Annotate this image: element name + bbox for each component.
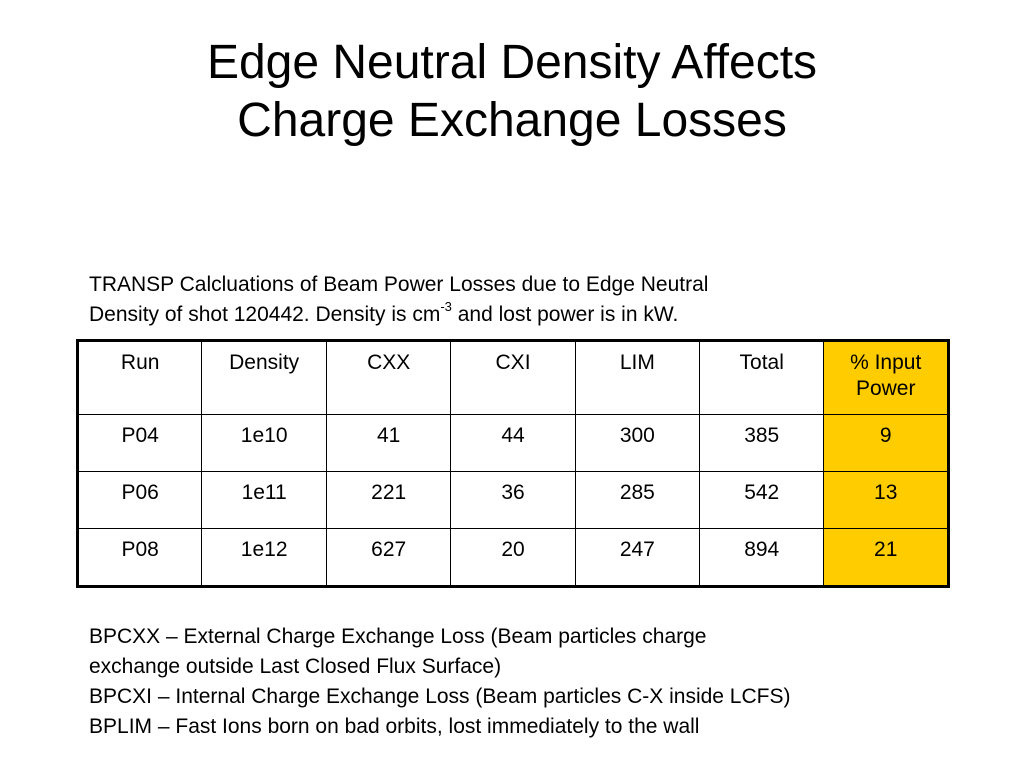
cell-cxi: 36 [450,471,576,529]
header-percent-input-line-1: % Input [850,351,922,374]
cell-cxx: 41 [325,414,452,472]
cell-total: 542 [699,471,825,529]
cell-run: P06 [76,471,203,529]
definition-bpcxx-line-1: BPCXX – External Charge Exchange Loss (B… [89,625,707,648]
table-row: P06 1e11 221 36 285 542 13 [76,471,949,529]
cell-density: 1e12 [201,528,327,587]
intro-line-2-suffix: and lost power is in kW. [451,303,679,326]
intro-line-2-text: Density of shot 120442. Density is cm [89,303,441,326]
header-density: Density [201,340,327,415]
cell-cxi: 20 [450,528,576,587]
density-exponent: -3 [440,299,452,314]
table-row: P04 1e10 41 44 300 385 9 [76,414,949,472]
header-percent-input-line-2: Power [855,377,916,400]
header-percent-input-power: % Input Power [823,340,949,415]
header-cxi: CXI [450,340,576,415]
definition-bpcxx-line-2: exchange outside Last Closed Flux Surfac… [89,655,502,678]
cell-lim: 285 [574,471,701,529]
cell-cxi: 44 [450,414,576,472]
definition-bpcxi: BPCXI – Internal Charge Exchange Loss (B… [89,685,791,708]
cell-density: 1e11 [201,471,327,529]
cell-cxx: 221 [325,471,452,529]
cell-lim: 247 [574,528,701,587]
intro-line-2: Density of shot 120442. Density is cm-3 … [89,300,949,330]
cell-percent-input-power: 9 [823,414,949,472]
header-cxx: CXX [325,340,452,415]
beam-loss-table: Run Density CXX CXI LIM Total % Input Pow… [76,339,950,588]
cell-total: 894 [699,528,825,587]
intro-line-1: TRANSP Calcluations of Beam Power Losses… [89,273,709,296]
table-header-row: Run Density CXX CXI LIM Total % Input Pow… [76,340,949,415]
slide-title-line-2: Charge Exchange Losses [237,94,787,147]
header-run: Run [76,340,203,415]
definition-bplim: BPLIM – Fast Ions born on bad orbits, lo… [89,715,700,738]
intro-text: TRANSP Calcluations of Beam Power Losses… [89,270,949,330]
header-lim: LIM [574,340,701,415]
header-total: Total [699,340,825,415]
cell-cxx: 627 [325,528,452,587]
cell-run: P04 [76,414,203,472]
cell-run: P08 [76,528,203,587]
slide-title: Edge Neutral Density Affects Charge Exch… [0,34,1024,150]
slide-title-line-1: Edge Neutral Density Affects [206,36,818,89]
cell-density: 1e10 [201,414,327,472]
table-row: P08 1e12 627 20 247 894 21 [76,528,949,587]
cell-percent-input-power: 13 [823,471,949,529]
definitions: BPCXX – External Charge Exchange Loss (B… [89,622,989,742]
cell-lim: 300 [574,414,701,472]
cell-total: 385 [699,414,825,472]
cell-percent-input-power: 21 [823,528,949,587]
